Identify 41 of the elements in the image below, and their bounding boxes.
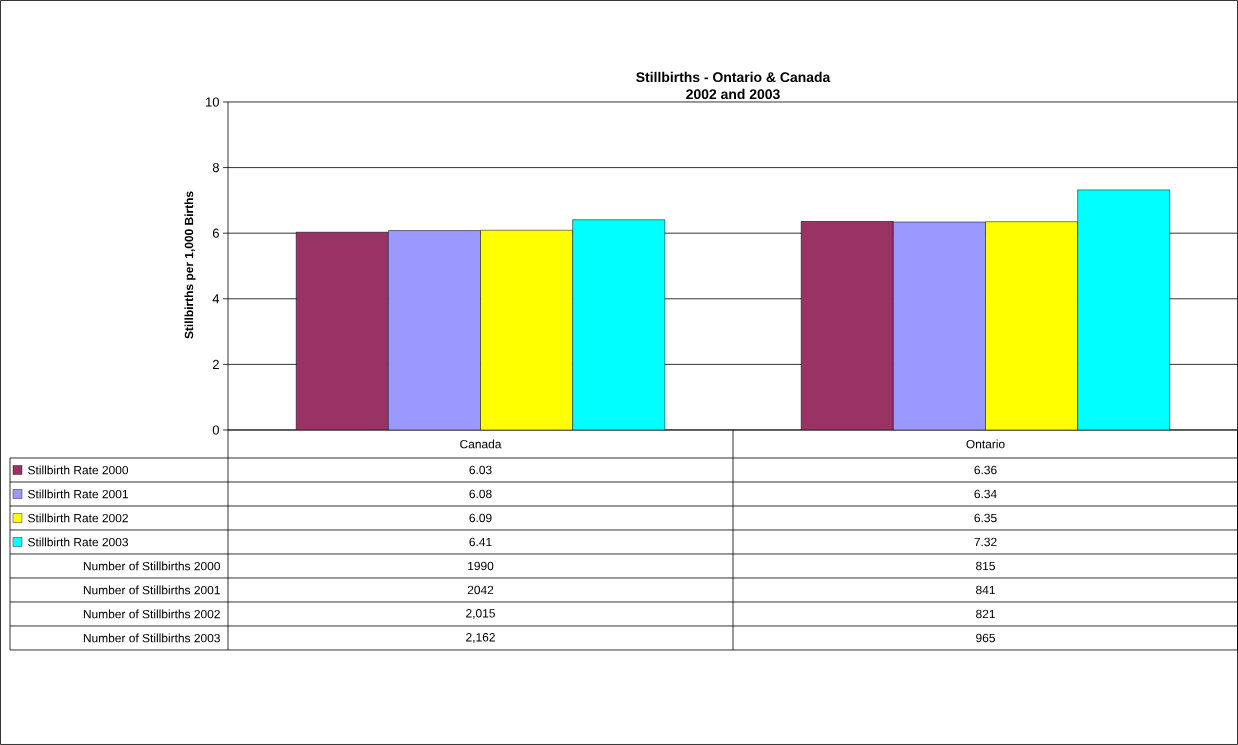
y-tick-label: 6 — [212, 228, 219, 238]
x-tick-label: Canada — [460, 439, 502, 449]
legend-label: Stillbirth Rate 2000 — [28, 465, 129, 475]
text: 2,015 — [466, 609, 495, 619]
x-tick-label: Ontario — [966, 439, 1005, 449]
y-axis-title: Stillbirths per 1,000 Births — [184, 191, 196, 339]
text: 2,162 — [466, 633, 495, 643]
text: Number of Stillbirths 2003 — [83, 633, 220, 643]
y-tick-label: 2 — [212, 359, 219, 369]
data-label: 6.03 — [469, 465, 492, 475]
bar — [800, 221, 894, 430]
text: 2042 — [467, 585, 494, 595]
bar — [1077, 189, 1171, 430]
text: Number of Stillbirths 2002 — [83, 609, 220, 619]
bar — [295, 231, 389, 430]
data-label: 6.41 — [469, 537, 492, 547]
legend-label: Stillbirth Rate 2003 — [28, 537, 128, 547]
text: Number of Stillbirths 2000 — [83, 561, 220, 571]
data-label: 6.36 — [974, 465, 997, 475]
data-label: 6.34 — [974, 489, 997, 499]
text: 965 — [976, 633, 995, 643]
data-label: 6.35 — [974, 513, 997, 523]
y-tick-label: 8 — [212, 162, 219, 173]
bar — [893, 221, 986, 430]
y-tick-label: 0 — [212, 425, 219, 435]
text: 821 — [976, 609, 995, 619]
chart-subtitle: 2002 and 2003 — [686, 88, 780, 100]
text: Number of Stillbirths 2001 — [83, 585, 220, 595]
text: 841 — [976, 585, 995, 595]
bar — [572, 219, 666, 430]
legend-label: Stillbirth Rate 2002 — [28, 513, 128, 523]
y-tick-label: 10 — [206, 97, 219, 107]
bar — [388, 230, 481, 430]
text: 815 — [976, 561, 995, 571]
y-tick-label: 4 — [212, 294, 220, 304]
legend-label: Stillbirth Rate 2001 — [28, 489, 128, 499]
text: 1990 — [468, 561, 494, 571]
data-label: 6.08 — [469, 489, 492, 499]
data-label: 7.32 — [974, 537, 997, 547]
data-label: 6.09 — [469, 513, 492, 523]
chart-title: Stillbirths - Ontario & Canada — [636, 71, 831, 83]
